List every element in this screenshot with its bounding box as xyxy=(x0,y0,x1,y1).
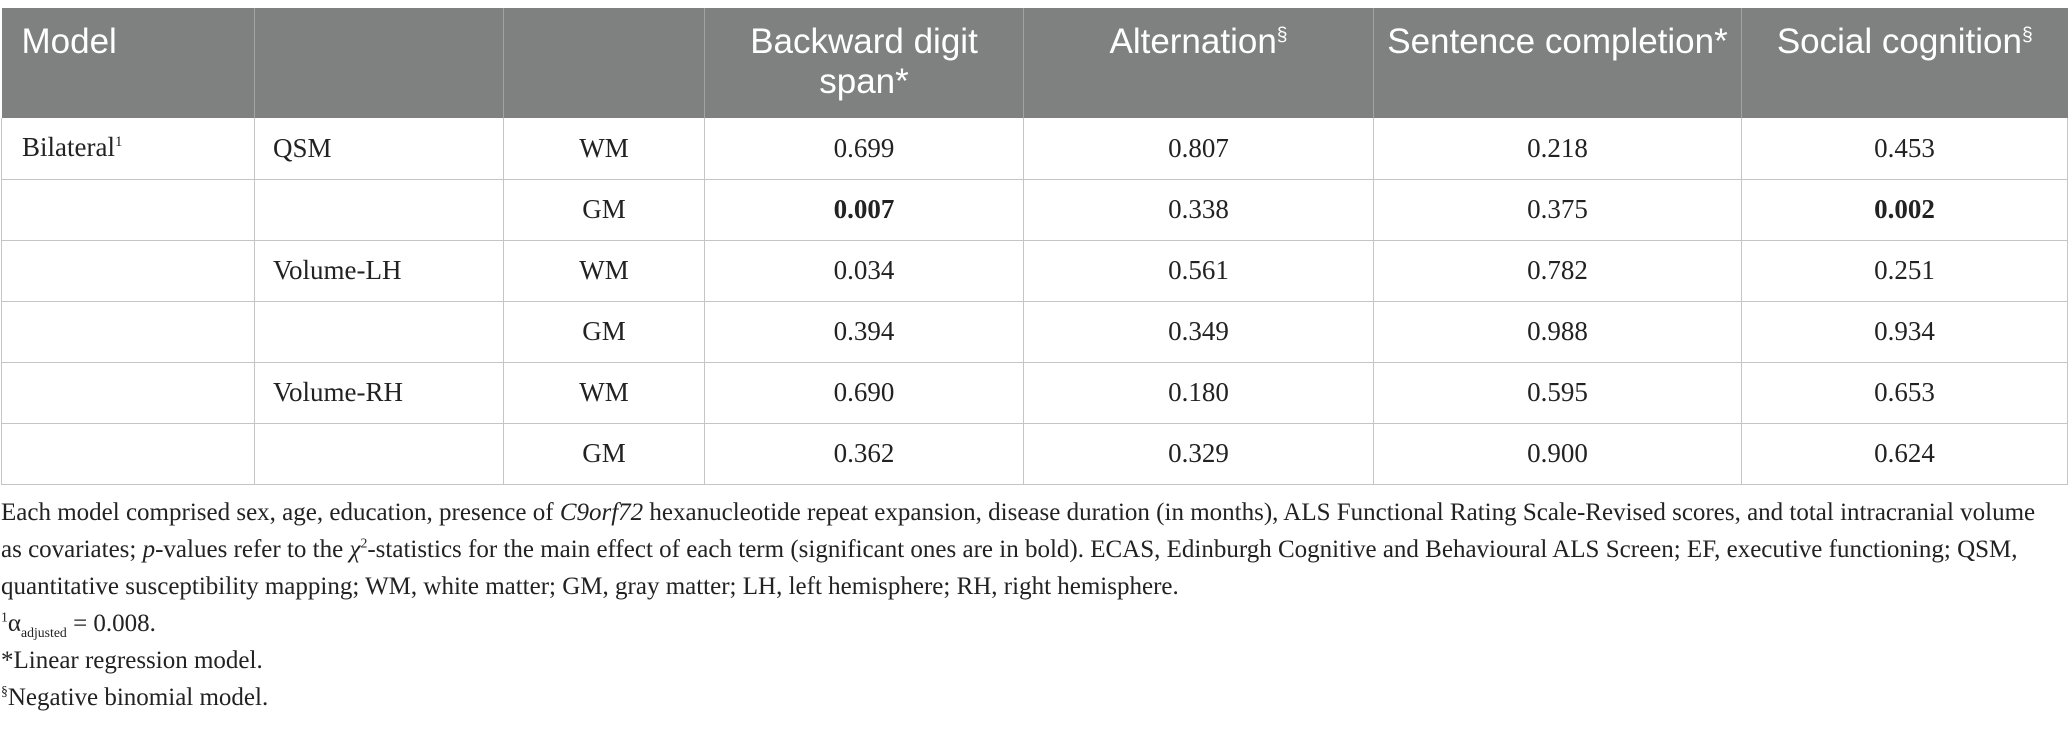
column-header-label: Alternation xyxy=(1109,22,1277,61)
cell-p-value: 0.251 xyxy=(1741,240,2068,302)
cell-p-value: 0.624 xyxy=(1741,423,2068,485)
table-row: Volume-RH WM 0.690 0.180 0.595 0.653 xyxy=(1,362,2068,424)
cell-model xyxy=(1,240,255,302)
footnote-alpha: 1αadjusted = 0.008. xyxy=(1,609,156,640)
cell-p-value: 0.690 xyxy=(704,362,1024,424)
column-header-6: Social cognition§ xyxy=(1741,8,2068,118)
cell-model: Bilateral1 xyxy=(1,118,255,180)
cell-p-value: 0.988 xyxy=(1373,301,1742,363)
cell-p-value: 0.653 xyxy=(1741,362,2068,424)
column-header-1 xyxy=(254,8,504,118)
column-header-label: Social cognition xyxy=(1776,22,2022,61)
column-header-mark: § xyxy=(2021,24,2033,46)
column-header-3: Backward digit span* xyxy=(704,8,1024,118)
column-header-0: Model xyxy=(1,8,255,118)
table-row: GM 0.007 0.338 0.375 0.002 xyxy=(1,179,2068,241)
cell-p-value: 0.561 xyxy=(1023,240,1374,302)
cell-p-value: 0.699 xyxy=(704,118,1024,180)
cell-model xyxy=(1,301,255,363)
table-body: Bilateral1 QSM WM 0.699 0.807 0.218 0.453 GM 0.0… xyxy=(1,118,2068,485)
cell-p-value: 0.034 xyxy=(704,240,1024,302)
results-table: Model Backward digit span* Alternation§ Sen… xyxy=(1,8,2068,485)
column-header-4: Alternation§ xyxy=(1023,8,1374,118)
cell-p-value: 0.900 xyxy=(1373,423,1742,485)
cell-tissue: GM xyxy=(503,179,705,241)
cell-measure: Volume-RH xyxy=(254,362,504,424)
table-row: GM 0.394 0.349 0.988 0.934 xyxy=(1,301,2068,363)
cell-tissue: WM xyxy=(503,118,705,180)
cell-p-value: 0.362 xyxy=(704,423,1024,485)
table-footnotes: Each model comprised sex, age, education… xyxy=(1,494,2061,716)
cell-measure xyxy=(254,179,504,241)
cell-p-value: 0.329 xyxy=(1023,423,1374,485)
cell-p-value: 0.338 xyxy=(1023,179,1374,241)
cell-p-value: 0.007 xyxy=(704,179,1024,241)
cell-tissue: GM xyxy=(503,301,705,363)
cell-p-value: 0.595 xyxy=(1373,362,1742,424)
column-header-mark: § xyxy=(1276,24,1288,46)
footnote-main: Each model comprised sex, age, education… xyxy=(1,499,2036,600)
cell-p-value: 0.453 xyxy=(1741,118,2068,180)
cell-model xyxy=(1,362,255,424)
column-header-label: Model xyxy=(21,22,117,61)
column-header-mark: * xyxy=(895,62,909,101)
cell-tissue: GM xyxy=(503,423,705,485)
cell-p-value: 0.375 xyxy=(1373,179,1742,241)
table-header: Model Backward digit span* Alternation§ Sen… xyxy=(1,8,2068,118)
cell-p-value: 0.218 xyxy=(1373,118,1742,180)
cell-measure: Volume-LH xyxy=(254,240,504,302)
cell-measure xyxy=(254,423,504,485)
column-header-label: Sentence completion xyxy=(1387,22,1715,61)
cell-measure xyxy=(254,301,504,363)
column-header-mark: * xyxy=(1714,22,1728,61)
cell-model xyxy=(1,423,255,485)
cell-measure: QSM xyxy=(254,118,504,180)
gene-name: C9orf72 xyxy=(559,499,644,526)
cell-tissue: WM xyxy=(503,240,705,302)
column-header-2 xyxy=(503,8,705,118)
cell-model xyxy=(1,179,255,241)
column-header-5: Sentence completion* xyxy=(1373,8,1742,118)
cell-p-value: 0.782 xyxy=(1373,240,1742,302)
table-row: GM 0.362 0.329 0.900 0.624 xyxy=(1,423,2068,485)
cell-p-value: 0.394 xyxy=(704,301,1024,363)
table-row: Bilateral1 QSM WM 0.699 0.807 0.218 0.453 xyxy=(1,118,2068,180)
cell-tissue: WM xyxy=(503,362,705,424)
column-header-label: Backward digit span xyxy=(750,22,978,101)
cell-p-value: 0.934 xyxy=(1741,301,2068,363)
footnote-negative-binomial: §Negative binomial model. xyxy=(1,683,269,711)
cell-p-value: 0.180 xyxy=(1023,362,1374,424)
table-row: Volume-LH WM 0.034 0.561 0.782 0.251 xyxy=(1,240,2068,302)
cell-p-value: 0.349 xyxy=(1023,301,1374,363)
header-row: Model Backward digit span* Alternation§ Sen… xyxy=(1,8,2068,118)
footnote-linear: *Linear regression model. xyxy=(1,647,263,674)
cell-p-value: 0.002 xyxy=(1741,179,2068,241)
cell-p-value: 0.807 xyxy=(1023,118,1374,180)
